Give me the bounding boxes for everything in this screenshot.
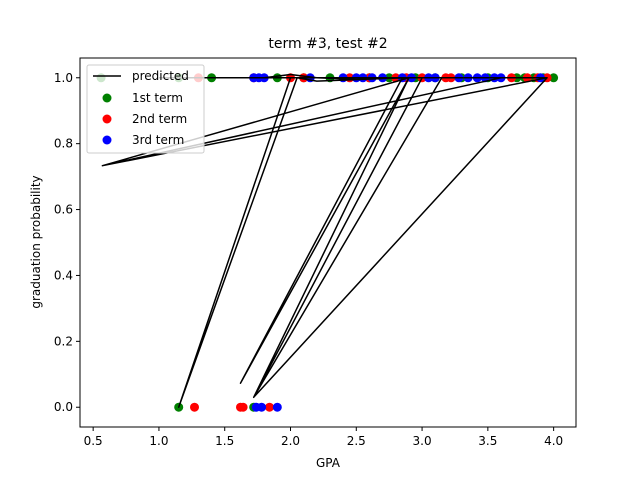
x-axis-label: GPA: [316, 456, 341, 470]
legend-swatch-1st-term: [102, 93, 112, 103]
x-tick-label-4: 2.5: [347, 434, 366, 448]
legend-label-predicted: predicted: [132, 69, 189, 83]
legend-box: [86, 64, 205, 154]
y-tick-label-4: 0.8: [54, 137, 73, 151]
series-line-predicted: [101, 73, 548, 408]
point-3rd-term-21: [257, 402, 267, 412]
point-1st-term-16: [549, 73, 559, 83]
x-tick-label-0: 0.5: [84, 434, 103, 448]
point-2nd-term-18: [265, 402, 274, 412]
point-2nd-term-15: [190, 402, 199, 412]
y-tick-label-1: 0.2: [54, 334, 73, 348]
x-tick-label-3: 2.0: [281, 434, 300, 448]
y-tick-label-2: 0.4: [54, 268, 73, 282]
plot-area: 0.5 1.0 1.5 2.0 2.5 3.0 3.5 4.0 0.0 0.2 0.4 0.6 0.8…: [54, 57, 577, 448]
series-layer: [96, 73, 559, 412]
legend-label-1st-term: 1st term: [132, 91, 183, 105]
legend-label-3rd-term: 3rd term: [132, 133, 184, 147]
x-tick-label-6: 3.5: [478, 434, 497, 448]
x-tick-label-5: 3.0: [413, 434, 432, 448]
legend: predicted 1st term 2nd term 3rd term: [86, 64, 205, 154]
y-tick-label-0: 0.0: [54, 400, 73, 414]
axes-frame: [79, 57, 577, 428]
x-tick-label-2: 1.5: [215, 434, 234, 448]
legend-swatch-2nd-term: [102, 114, 112, 124]
point-3rd-term-22: [272, 402, 282, 412]
legend-swatch-3rd-term: [102, 135, 112, 145]
x-axis-ticks: 0.5 1.0 1.5 2.0 2.5 3.0 3.5 4.0: [84, 427, 563, 448]
y-tick-label-5: 1.0: [54, 71, 73, 85]
y-axis-ticks: 0.0 0.2 0.4 0.6 0.8 1.0: [54, 71, 80, 414]
x-tick-label-1: 1.0: [149, 434, 168, 448]
y-axis-label: graduation probability: [29, 175, 43, 308]
x-tick-label-7: 4.0: [544, 434, 563, 448]
legend-label-2nd-term: 2nd term: [132, 112, 187, 126]
y-tick-label-3: 0.6: [54, 203, 73, 217]
chart-title: term #3, test #2: [268, 36, 387, 52]
point-2nd-term-17: [238, 402, 248, 412]
